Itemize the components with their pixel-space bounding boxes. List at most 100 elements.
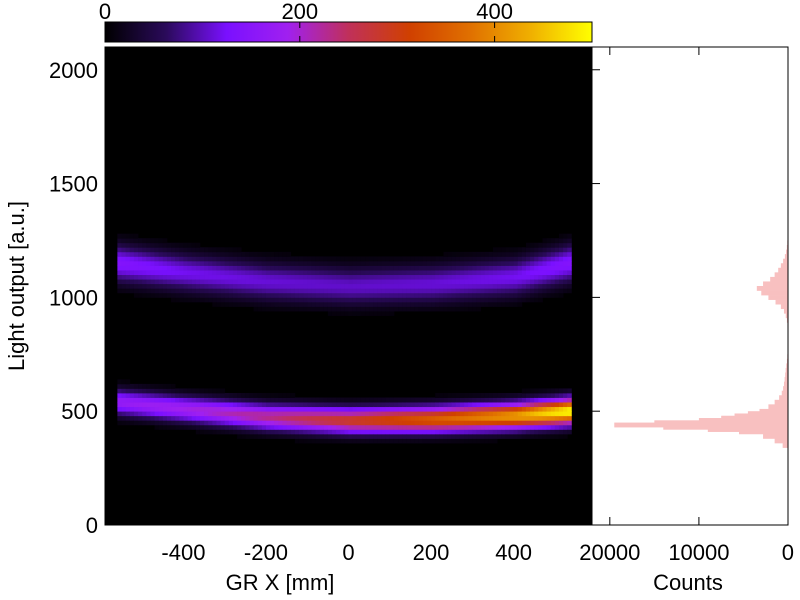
heatmap-cell (340, 283, 345, 289)
heatmap-cell (257, 256, 263, 262)
heatmap-cell (525, 251, 531, 257)
heatmap-cell (410, 288, 415, 294)
heatmap-cell (216, 251, 221, 257)
heatmap-cell (360, 397, 366, 403)
heatmap-cell (550, 256, 556, 262)
heatmap-cell (179, 274, 184, 280)
heatmap-cell (249, 420, 254, 426)
heatmap-cell (365, 288, 370, 294)
heatmap-cell (270, 292, 275, 298)
heatmap-cell (530, 251, 535, 257)
heatmap-cell (563, 392, 568, 398)
heatmap-cell (336, 429, 341, 435)
heatmap-cell (125, 274, 131, 280)
heatmap-cell (340, 406, 345, 412)
heatmap-cell (232, 274, 238, 280)
heatmap-cell (534, 292, 539, 298)
heatmap-cell (249, 283, 254, 289)
heatmap-cell (278, 424, 283, 430)
heatmap-cell (418, 402, 424, 408)
heatmap-cell (249, 297, 254, 303)
heatmap-cell (455, 288, 461, 294)
heatmap-cell (501, 411, 506, 417)
heatmap-cell (125, 256, 131, 262)
heatmap-cell (183, 270, 188, 276)
heatmap-cell (249, 260, 254, 266)
heatmap-cell (179, 279, 184, 285)
heatmap-cell (224, 256, 230, 262)
heatmap-cell (402, 274, 407, 280)
heatmap-cell (398, 297, 403, 303)
heatmap-cell (509, 260, 514, 266)
heatmap-cell (220, 279, 226, 285)
heatmap-cell (517, 283, 523, 289)
heatmap-cell (323, 411, 329, 417)
heatmap-cell (492, 438, 498, 444)
heatmap-cell (365, 270, 370, 276)
heatmap-cell (550, 406, 556, 412)
heatmap-cell (298, 429, 304, 435)
heatmap-cell (228, 283, 234, 289)
heatmap-cell (241, 424, 246, 430)
heatmap-cell (563, 265, 568, 271)
heatmap-cell (554, 388, 560, 394)
heatmap-cell (303, 297, 308, 303)
heatmap-cell (410, 406, 415, 412)
heatmap-cell (558, 392, 564, 398)
heatmap-cell (381, 288, 387, 294)
heatmap-cell (265, 251, 271, 257)
heatmap-cell (133, 233, 139, 239)
heatmap-cell (377, 279, 382, 285)
heatmap-cell (476, 270, 481, 276)
heatmap-cell (327, 270, 333, 276)
heatmap-cell (323, 438, 329, 444)
heatmap-cell (398, 256, 403, 262)
heatmap-cell (521, 402, 527, 408)
heatmap-cell (257, 406, 263, 412)
heatmap-cell (369, 279, 374, 285)
heatmap-cell (439, 429, 444, 435)
heatmap-cell (121, 247, 127, 253)
heatmap-cell (327, 288, 333, 294)
heatmap-cell (199, 429, 205, 435)
heatmap-cell (521, 247, 527, 253)
heatmap-cell (410, 301, 415, 307)
heatmap-cell (261, 288, 267, 294)
histogram-bar (785, 313, 788, 319)
heatmap-cell (459, 397, 465, 403)
heatmap-cell (418, 260, 424, 266)
heatmap-cell (331, 274, 337, 280)
heatmap-cell (492, 301, 498, 307)
colorbar-tick-label: 400 (476, 0, 513, 24)
heatmap-cell (257, 279, 263, 285)
heatmap-cell (422, 265, 428, 271)
heatmap-cell (162, 256, 168, 262)
heatmap-cell (183, 411, 188, 417)
heatmap-cell (208, 270, 213, 276)
heatmap-cell (183, 265, 188, 271)
heatmap-cell (356, 415, 362, 421)
heatmap-cell (154, 242, 160, 248)
histogram-bar (781, 390, 788, 396)
heatmap-cell (175, 288, 180, 294)
heatmap-cell (484, 279, 490, 285)
heatmap-cell (133, 256, 139, 262)
heatmap-cell (336, 292, 341, 298)
heatmap-cell (501, 251, 506, 257)
heatmap-cell (352, 415, 358, 421)
heatmap-cell (146, 279, 151, 285)
heatmap-cell (360, 292, 366, 298)
heatmap-cell (439, 270, 444, 276)
heatmap-cell (166, 415, 172, 421)
heatmap-cell (216, 411, 221, 417)
heatmap-cell (435, 292, 440, 298)
heatmap-cell (468, 433, 473, 439)
heatmap-cell (204, 406, 209, 412)
heatmap-cell (154, 251, 160, 257)
heatmap-cell (431, 406, 436, 412)
histogram-bar (784, 254, 788, 259)
heatmap-cell (138, 283, 143, 289)
heatmap-cell (414, 292, 420, 298)
histogram-bar (783, 381, 788, 387)
heatmap-cell (369, 283, 374, 289)
